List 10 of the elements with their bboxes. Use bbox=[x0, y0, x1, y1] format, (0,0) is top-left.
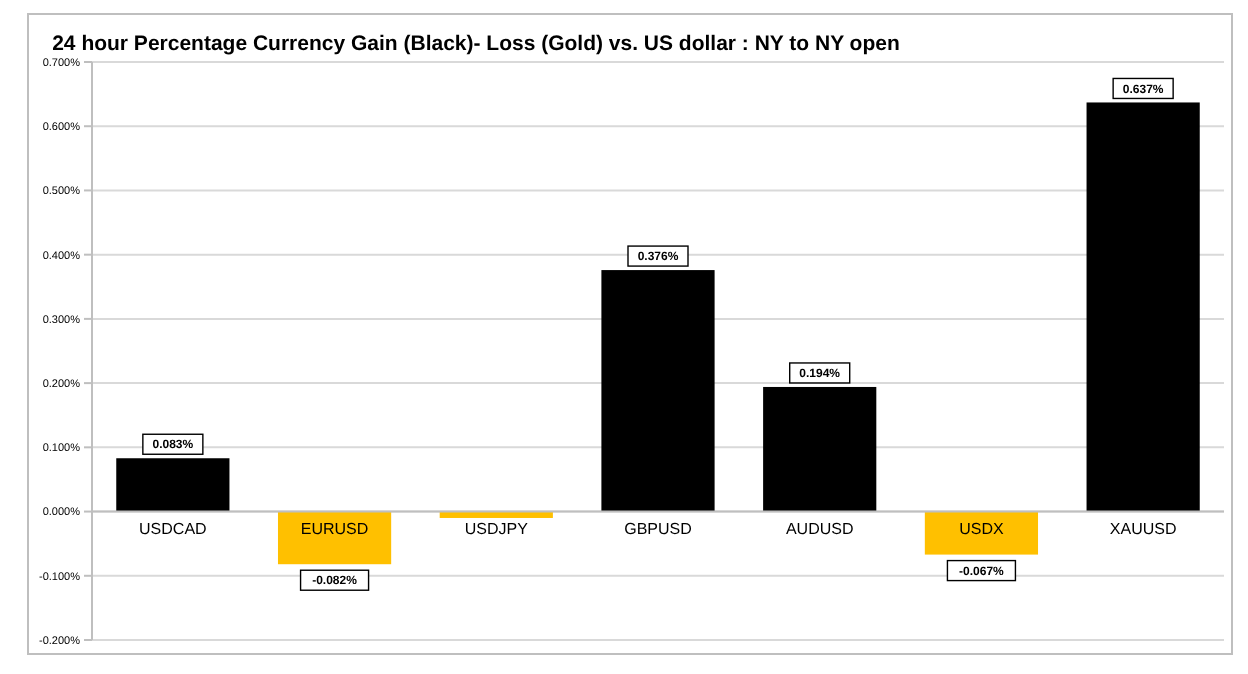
x-tick-label: USDJPY bbox=[464, 519, 530, 538]
x-tick-label: AUDUSD bbox=[785, 519, 854, 538]
x-tick-label: USDCAD bbox=[139, 519, 208, 538]
x-tick-label: XAUUSD bbox=[1109, 519, 1177, 538]
bar bbox=[277, 511, 392, 565]
x-tick-label: USDX bbox=[959, 519, 1005, 538]
x-tick-label: EURUSD bbox=[300, 519, 369, 538]
bar bbox=[924, 511, 1039, 555]
x-tick-label: GBPUSD bbox=[624, 519, 693, 538]
chart-title: 24 hour Percentage Currency Gain (Black)- Loss (Gold) vs. US dollar : NY to NY open bbox=[52, 32, 900, 56]
